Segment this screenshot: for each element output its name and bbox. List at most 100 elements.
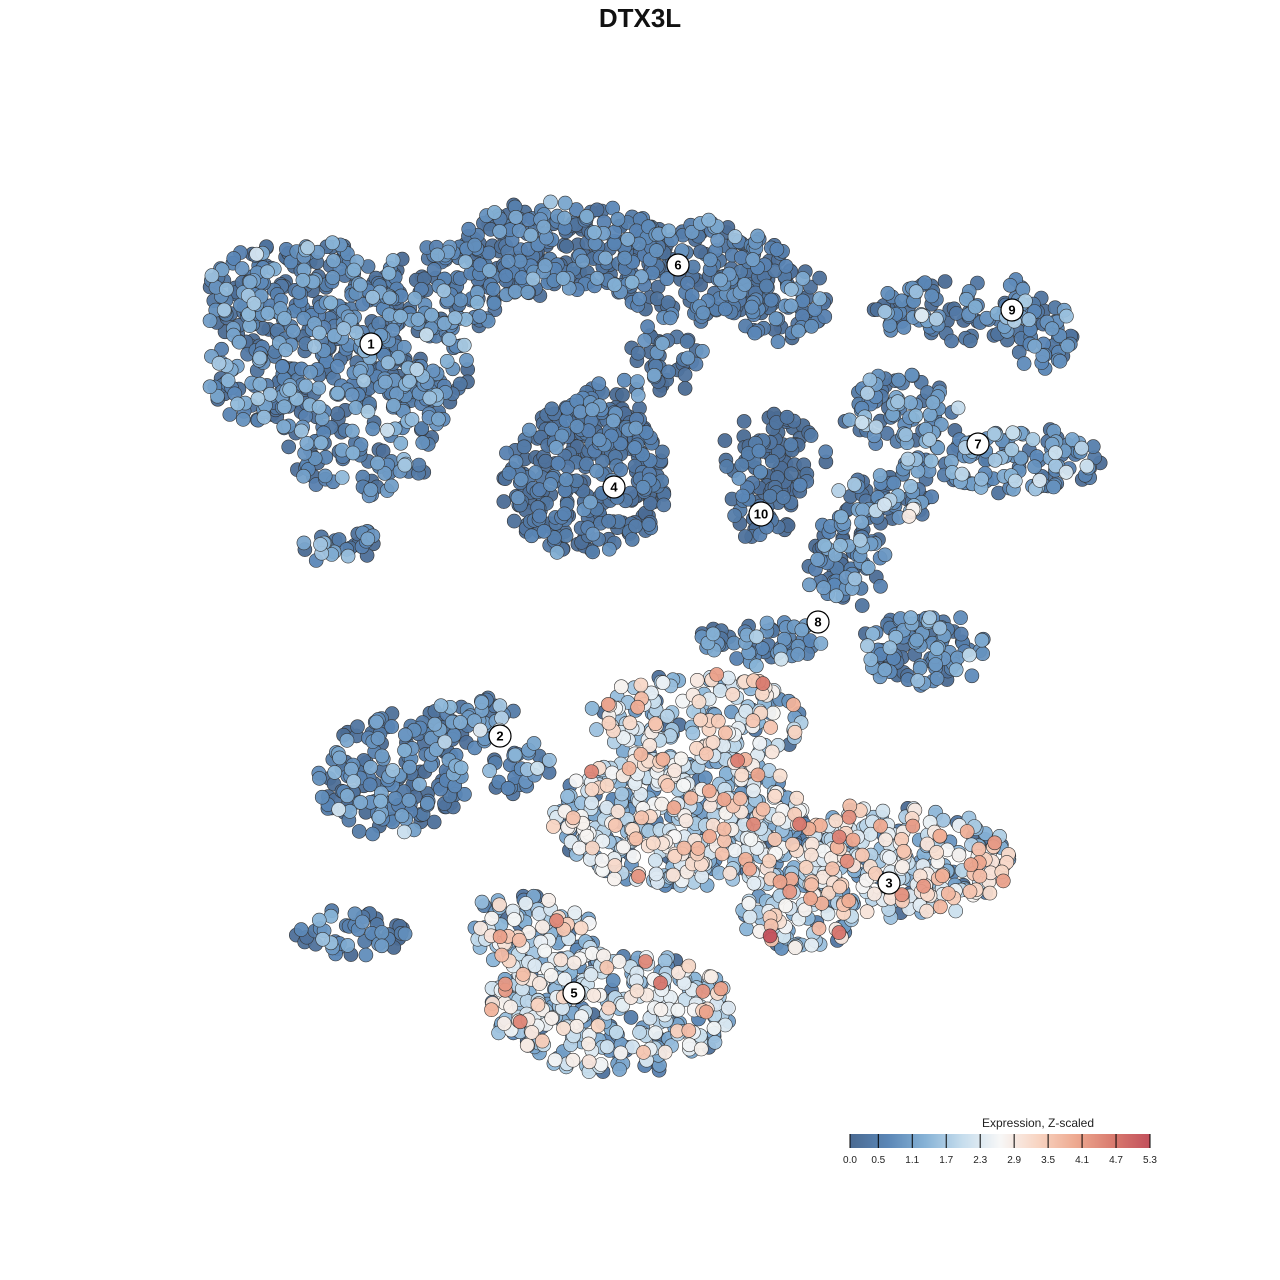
cell-point: [334, 470, 350, 485]
cell-point: [817, 537, 832, 553]
colorbar-gradient: [850, 1134, 1150, 1148]
cell-point: [765, 705, 781, 721]
cell-point: [744, 299, 760, 315]
cell-point: [755, 801, 771, 817]
cell-point: [569, 1019, 585, 1034]
cell-point: [559, 400, 575, 416]
cell-point: [854, 514, 869, 530]
cell-point: [360, 404, 376, 419]
cell-point: [919, 903, 935, 919]
cell-point: [657, 953, 673, 969]
cell-point: [494, 710, 509, 726]
cell-point: [612, 1062, 627, 1077]
cell-point: [803, 891, 818, 906]
cell-point: [1074, 440, 1089, 456]
cell-point: [585, 840, 600, 856]
cell-point: [377, 466, 393, 481]
cell-point: [685, 725, 701, 741]
cell-point: [975, 646, 991, 662]
cell-point: [496, 1016, 512, 1031]
cell-point: [659, 708, 675, 724]
cell-point: [649, 243, 664, 258]
cell-point: [778, 898, 794, 914]
cell-point: [701, 783, 717, 799]
cell-point: [544, 1010, 560, 1026]
colorbar-title: Expression, Z-scaled: [982, 1116, 1094, 1130]
colorbar-tick-label: 1.1: [905, 1155, 919, 1166]
cell-point: [385, 763, 401, 778]
cluster-label-5: 5: [562, 981, 586, 1005]
cell-point: [734, 767, 750, 783]
cell-point: [971, 841, 987, 857]
cell-point: [731, 471, 747, 486]
cell-point: [501, 465, 517, 481]
cell-point: [508, 284, 523, 299]
cell-point: [1032, 473, 1047, 488]
cell-point: [230, 396, 245, 412]
cell-point: [557, 195, 573, 211]
cell-point: [833, 509, 849, 525]
cell-point: [745, 713, 761, 729]
cell-point: [601, 513, 617, 529]
cell-point: [709, 667, 725, 682]
cell-point: [833, 538, 848, 553]
cell-point: [461, 221, 477, 237]
colorbar-tick-label: 1.7: [939, 1155, 953, 1166]
cell-point: [666, 800, 682, 816]
cell-point: [638, 954, 653, 969]
cell-point: [746, 817, 761, 832]
cell-point: [787, 940, 803, 955]
cell-point: [1046, 479, 1061, 495]
cell-point: [828, 588, 844, 604]
cell-point: [572, 404, 588, 420]
cell-point: [584, 402, 600, 418]
cell-point: [375, 443, 391, 459]
cell-point: [768, 311, 784, 327]
cell-point: [854, 847, 870, 863]
cell-point: [707, 1035, 723, 1050]
cell-point: [572, 840, 587, 856]
cell-point: [950, 400, 966, 416]
cell-point: [1025, 432, 1041, 447]
cell-point: [787, 724, 803, 740]
cell-point: [313, 435, 329, 451]
cell-point: [360, 531, 376, 547]
cell-point: [340, 548, 356, 564]
cell-point: [792, 816, 807, 832]
cell-point: [496, 494, 512, 509]
cell-point: [635, 479, 651, 495]
cell-point: [340, 938, 356, 953]
cell-point: [311, 380, 327, 396]
cell-point: [397, 457, 413, 473]
cell-point: [772, 768, 788, 784]
cell-point: [472, 308, 487, 324]
cell-point: [877, 547, 893, 563]
cell-point: [986, 426, 1002, 442]
cell-point: [277, 311, 292, 326]
cell-point: [565, 810, 581, 826]
cell-point: [898, 427, 914, 443]
cell-point: [584, 701, 600, 716]
cell-point: [607, 277, 622, 293]
cell-point: [415, 435, 431, 450]
cell-point: [362, 777, 378, 793]
cell-point: [589, 202, 605, 218]
cell-point: [474, 894, 490, 910]
cell-point: [886, 475, 902, 491]
cell-point: [746, 875, 762, 891]
cell-point: [622, 715, 638, 731]
cell-point: [314, 789, 330, 805]
cell-point: [628, 831, 644, 847]
cell-point: [741, 896, 757, 911]
cell-point: [794, 622, 810, 638]
cell-point: [330, 359, 345, 374]
cell-point: [591, 376, 607, 392]
cell-point: [659, 271, 675, 287]
cell-point: [609, 1025, 624, 1040]
cell-point: [339, 788, 355, 804]
cell-point: [590, 1018, 606, 1033]
cell-point: [790, 323, 806, 339]
cell-point: [653, 1002, 669, 1017]
cell-point: [974, 471, 989, 487]
cell-point: [525, 271, 541, 287]
